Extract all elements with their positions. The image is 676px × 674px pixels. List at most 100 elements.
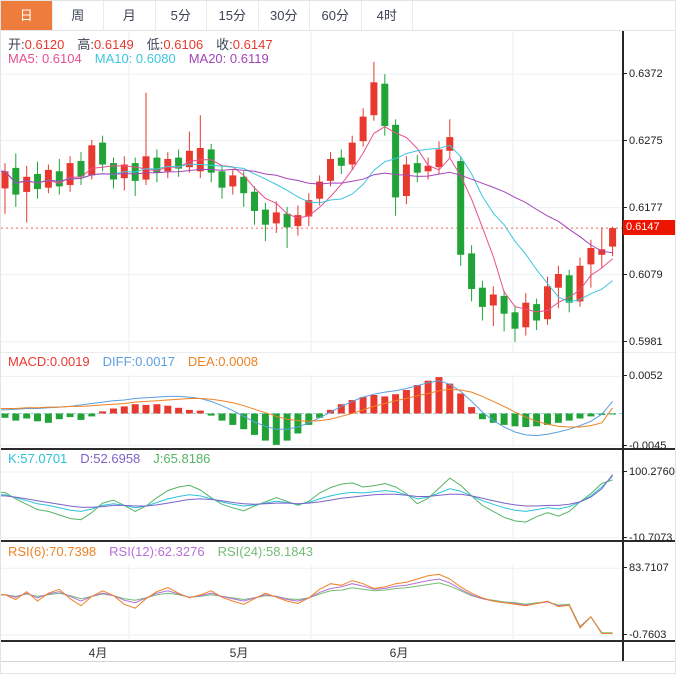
candle-body[interactable] (381, 83, 389, 127)
candle-body[interactable] (402, 164, 410, 197)
macd-histogram-bar (207, 413, 215, 416)
candle-body[interactable] (500, 295, 508, 314)
candle-body[interactable] (88, 145, 96, 176)
rsi24-line (1, 582, 613, 634)
candle-body[interactable] (435, 149, 443, 168)
ma5-line (1, 126, 613, 313)
readout-item: D:52.6958 (80, 451, 141, 466)
readout-item: 收:0.6147 (216, 37, 273, 52)
candle-body[interactable] (609, 228, 617, 247)
macd-histogram-bar (478, 413, 486, 420)
candle-body[interactable] (478, 287, 486, 307)
candle-body[interactable] (554, 274, 562, 288)
macd-histogram-bar (34, 413, 41, 422)
tab-min30[interactable]: 30分 (259, 1, 310, 30)
macd-histogram-bar (446, 383, 454, 414)
macd-histogram-bar (240, 413, 248, 430)
rsi-panel[interactable] (1, 564, 623, 639)
tab-month[interactable]: 月 (104, 1, 156, 30)
candle-body[interactable] (229, 175, 237, 187)
macd-histogram-bar (294, 413, 302, 434)
x-axis-month-label: 4月 (88, 646, 108, 660)
readout-item: J:65.8186 (153, 451, 211, 466)
axis-label: -0.0045 (629, 440, 667, 452)
main-price-panel[interactable] (1, 31, 623, 352)
macd-histogram-bar (142, 404, 150, 414)
candle-body[interactable] (218, 171, 226, 188)
candle-body[interactable] (294, 215, 302, 227)
candle-body[interactable] (305, 200, 313, 217)
candle-body[interactable] (272, 212, 280, 224)
d-line (1, 474, 613, 508)
candle-body[interactable] (251, 191, 258, 211)
candle-body[interactable] (424, 165, 432, 172)
candle-body[interactable] (99, 142, 107, 165)
candle-body[interactable] (240, 176, 248, 194)
candle-body[interactable] (12, 167, 20, 195)
candle-body[interactable] (337, 157, 345, 166)
tab-week[interactable]: 周 (53, 1, 104, 30)
candle-body[interactable] (413, 163, 421, 173)
candle-body[interactable] (207, 149, 215, 173)
macd-histogram-bar (576, 413, 584, 419)
axis-label: 0.5981 (629, 336, 663, 348)
candle-body[interactable] (576, 265, 584, 302)
tab-min15[interactable]: 15分 (207, 1, 259, 30)
candle-body[interactable] (316, 181, 324, 199)
rsi6-line (1, 573, 613, 634)
candle-body[interactable] (511, 312, 519, 329)
candle-body[interactable] (348, 142, 356, 165)
macd-histogram-bar (66, 413, 74, 418)
readout-item: 低:0.6106 (146, 37, 204, 52)
candle-body[interactable] (55, 171, 63, 187)
macd-histogram-bar (609, 413, 617, 415)
readout-item: DEA:0.0008 (187, 354, 259, 369)
macd-histogram-bar (392, 394, 400, 414)
macd-histogram-bar (522, 413, 530, 427)
candle-body[interactable] (392, 124, 400, 198)
axis-label: 0.6372 (629, 68, 663, 80)
axis-label: 83.7107 (629, 562, 669, 574)
candle-body[interactable] (457, 161, 465, 255)
candle-body[interactable] (66, 163, 74, 185)
tab-min60[interactable]: 60分 (310, 1, 362, 30)
macd-histogram-bar (413, 385, 421, 414)
candle-body[interactable] (142, 156, 150, 180)
tab-hour4[interactable]: 4时 (362, 1, 413, 30)
candle-body[interactable] (110, 163, 117, 180)
candle-body[interactable] (446, 137, 454, 151)
candle-body[interactable] (23, 176, 31, 192)
candle-body[interactable] (34, 174, 41, 190)
candle-body[interactable] (522, 302, 530, 328)
kdj-readout: K:57.0701 D:52.6958 J:65.8186 (8, 451, 223, 466)
macd-histogram-bar (251, 413, 258, 435)
candle-body[interactable] (44, 169, 52, 188)
candle-body[interactable] (370, 82, 378, 116)
tab-day[interactable]: 日 (1, 1, 53, 30)
macd-histogram-bar (370, 395, 378, 414)
macd-histogram-bar (1, 413, 9, 418)
candle-body[interactable] (261, 209, 269, 225)
candle-body[interactable] (489, 294, 497, 306)
current-price-badge: 0.6147 (623, 220, 675, 235)
candle-body[interactable] (153, 157, 161, 173)
candle-body[interactable] (359, 116, 367, 142)
candle-body[interactable] (327, 159, 334, 181)
candle-body[interactable] (544, 286, 551, 320)
candle-body[interactable] (565, 275, 573, 303)
candle-body[interactable] (283, 213, 291, 228)
readout-item: DIFF:0.0017 (102, 354, 175, 369)
macd-histogram-bar (185, 409, 193, 414)
candle-body[interactable] (175, 157, 183, 169)
candle-body[interactable] (164, 159, 172, 172)
candle-body[interactable] (77, 161, 85, 177)
candle-body[interactable] (1, 171, 9, 189)
candle-body[interactable] (185, 150, 193, 168)
macd-histogram-bar (424, 380, 432, 414)
tab-min5[interactable]: 5分 (156, 1, 207, 30)
candle-body[interactable] (598, 249, 606, 255)
kdj-panel[interactable] (1, 471, 623, 539)
candle-body[interactable] (587, 248, 595, 265)
candle-body[interactable] (468, 253, 476, 289)
macd-panel[interactable] (1, 375, 623, 447)
